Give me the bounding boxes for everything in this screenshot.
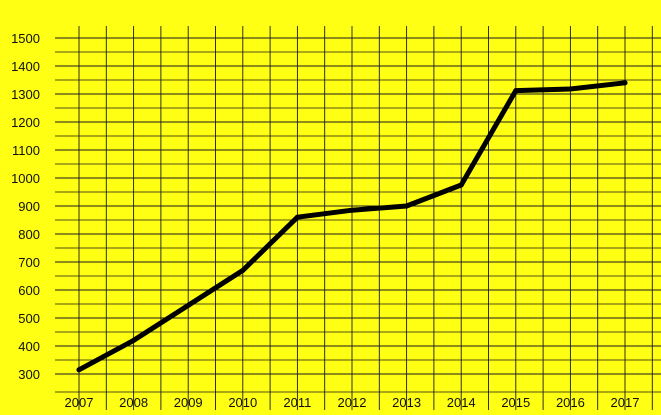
data-point [622,80,628,86]
grid [55,26,661,410]
x-tick-label: 2012 [338,395,367,410]
data-point [567,86,573,92]
y-tick-label: 1300 [11,87,40,102]
y-tick-label: 1500 [11,31,40,46]
y-tick-label: 500 [18,311,40,326]
y-tick-label: 900 [18,199,40,214]
x-tick-label: 2008 [119,395,148,410]
data-point [131,337,137,343]
data-point [513,88,519,94]
data-point [458,182,464,188]
y-tick-label: 400 [18,339,40,354]
data-point [185,302,191,308]
x-tick-label: 2009 [174,395,203,410]
data-point [404,203,410,209]
y-axis-ticks: 300 400 500 600 700 800 900 1000 1100 1200 1300 140… [11,31,40,382]
data-point [76,367,82,373]
x-tick-label: 2011 [283,395,311,410]
y-tick-label: 600 [18,283,40,298]
x-tick-label: 2013 [392,395,421,410]
y-tick-label: 300 [18,367,40,382]
x-axis-ticks: 2007 2008 2009 2010 2011 2012 2013 2014 2015 2016… [65,395,640,410]
x-tick-label: 2007 [65,395,94,410]
y-tick-label: 800 [18,227,40,242]
data-point [349,207,355,213]
y-tick-label: 1200 [11,115,40,130]
y-tick-label: 1000 [11,171,40,186]
y-tick-label: 700 [18,255,40,270]
y-tick-label: 1400 [11,59,40,74]
x-tick-label: 2017 [611,395,640,410]
x-tick-label: 2015 [501,395,530,410]
x-tick-label: 2016 [556,395,585,410]
data-point [240,267,246,273]
x-tick-label: 2014 [447,395,476,410]
x-tick-label: 2010 [228,395,257,410]
series [76,80,628,373]
data-point [294,214,300,220]
y-tick-label: 1100 [12,143,40,158]
